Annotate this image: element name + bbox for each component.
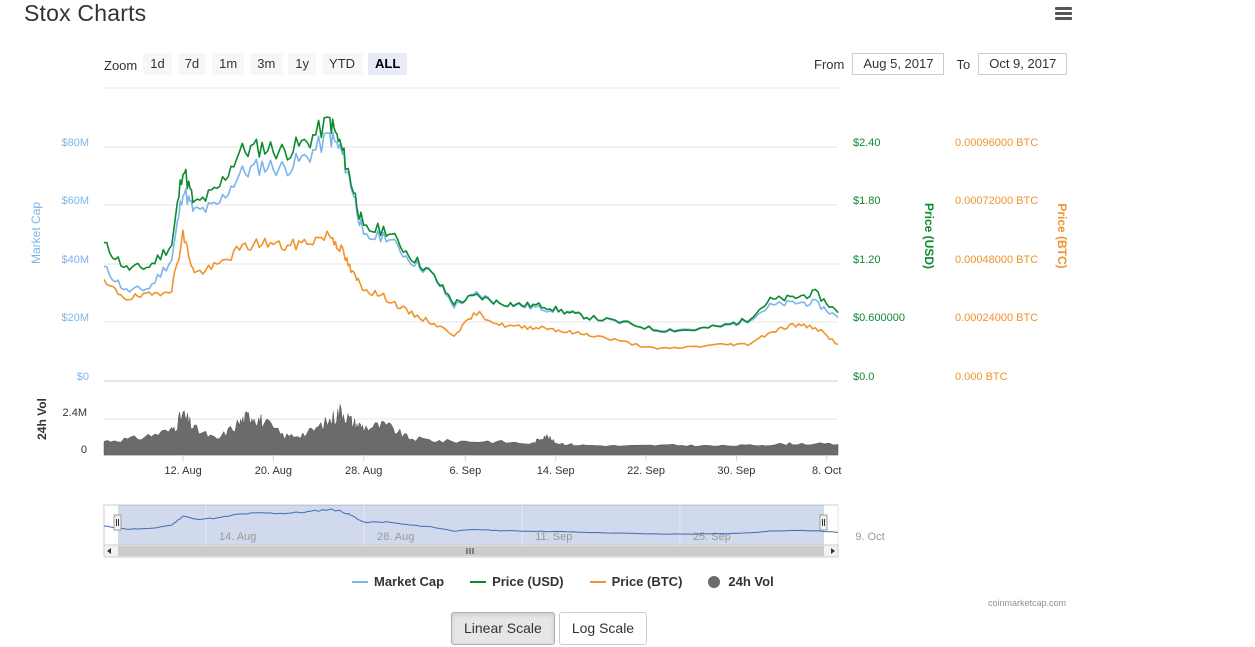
- x-tick-label: 6. Sep: [449, 465, 481, 477]
- market-cap-axis: $0 $20M $40M $60M $80M Market Cap: [29, 137, 89, 383]
- legend-label: 24h Vol: [728, 574, 774, 589]
- zoom-all-button[interactable]: ALL: [368, 53, 408, 75]
- market-cap-tick-label: $20M: [61, 312, 89, 324]
- zoom-1d-button[interactable]: 1d: [143, 53, 172, 75]
- price-btc-tick-label: 0.000 BTC: [955, 371, 1008, 383]
- x-tick-label: 12. Aug: [164, 465, 201, 477]
- scroll-right-arrow-icon[interactable]: [831, 548, 835, 554]
- legend: Market Cap Price (USD) Price (BTC) 24h V…: [352, 574, 800, 589]
- navigator-tick-label: 9. Oct: [855, 531, 884, 543]
- price-usd-tick-label: $0.0: [853, 371, 874, 383]
- zoom-3m-button[interactable]: 3m: [250, 53, 283, 75]
- price-usd-axis-title: Price (USD): [922, 203, 936, 269]
- price-btc-tick-label: 0.00096000 BTC: [955, 137, 1038, 149]
- x-tick-label: 22. Sep: [627, 465, 665, 477]
- legend-label: Market Cap: [374, 574, 445, 589]
- zoom-label: Zoom: [104, 57, 138, 73]
- legend-label: Price (USD): [492, 574, 564, 589]
- x-tick-label: 8. Oct: [812, 465, 841, 477]
- navigator-right-handle[interactable]: [819, 514, 828, 531]
- market-cap-tick-label: $0: [77, 371, 89, 383]
- legend-dot-icon: [708, 575, 721, 588]
- navigator-frame: [103, 504, 839, 546]
- series-price-usd: [103, 116, 839, 333]
- chart-grid: [104, 87, 838, 456]
- price-chart[interactable]: $0 $20M $40M $60M $80M Market Cap $0.0 $0.6000…: [0, 0, 1255, 600]
- price-btc-axis-title: Price (BTC): [1055, 203, 1069, 268]
- navigator-left-handle[interactable]: [113, 514, 122, 531]
- price-btc-tick-label: 0.00072000 BTC: [955, 195, 1038, 207]
- series-24h-vol: [103, 404, 839, 456]
- price-usd-axis: $0.0 $0.600000 $1.20 $1.80 $2.40 Price (USD): [853, 137, 936, 383]
- x-tick-label: 30. Sep: [717, 465, 755, 477]
- volume-tick-label: 0: [81, 444, 87, 456]
- navigator-mask: [118, 505, 824, 545]
- price-usd-tick-label: $2.40: [853, 137, 881, 149]
- zoom-1y-button[interactable]: 1y: [288, 53, 317, 75]
- legend-label: Price (BTC): [611, 574, 683, 589]
- series-market-cap: [103, 131, 839, 332]
- zoom-ytd-button[interactable]: YTD: [322, 53, 363, 75]
- legend-item-price-usd[interactable]: Price (USD): [470, 574, 564, 589]
- scroll-left-arrow-icon[interactable]: [107, 548, 111, 554]
- navigator-tick-label: 11. Sep: [535, 531, 572, 543]
- legend-line-icon: [589, 580, 606, 583]
- price-btc-axis: 0.000 BTC 0.00024000 BTC 0.00048000 BTC 0.0…: [955, 137, 1069, 383]
- navigator-tick-label: 28. Aug: [377, 531, 414, 543]
- price-btc-tick-label: 0.00048000 BTC: [955, 254, 1038, 266]
- legend-item-price-btc[interactable]: Price (BTC): [589, 574, 683, 589]
- from-label: From: [814, 56, 845, 72]
- x-axis: 12. Aug 20. Aug 28. Aug 6. Sep 14. Sep 22. Se…: [164, 455, 841, 477]
- legend-item-24h-vol[interactable]: 24h Vol: [708, 574, 774, 589]
- log-scale-button[interactable]: Log Scale: [558, 612, 648, 645]
- legend-line-icon: [470, 580, 487, 583]
- zoom-7d-button[interactable]: 7d: [177, 53, 207, 75]
- price-btc-tick-label: 0.00024000 BTC: [955, 312, 1038, 324]
- x-tick-label: 28. Aug: [345, 465, 382, 477]
- linear-scale-button[interactable]: Linear Scale: [451, 612, 555, 645]
- x-tick-label: 14. Sep: [537, 465, 575, 477]
- price-usd-tick-label: $0.600000: [853, 312, 905, 324]
- scrollbar-thumb[interactable]: [118, 546, 824, 556]
- navigator-tick-label: 25. Sep: [693, 531, 731, 543]
- market-cap-tick-label: $40M: [61, 254, 89, 266]
- series-price-btc: [103, 229, 839, 350]
- legend-line-icon: [352, 580, 368, 583]
- zoom-bar: Zoom 1d 7d 1m 3m 1y YTD ALL: [104, 53, 413, 75]
- price-usd-tick-label: $1.80: [853, 195, 881, 207]
- x-tick-label: 20. Aug: [255, 465, 292, 477]
- market-cap-axis-title: Market Cap: [29, 202, 43, 264]
- date-range: From Aug 5, 2017 To Oct 9, 2017: [814, 53, 1079, 75]
- volume-axis: 0 2.4M 24h Vol: [35, 398, 87, 456]
- navigator-series-line: [103, 508, 839, 535]
- credit-link[interactable]: coinmarketcap.com: [988, 598, 1067, 608]
- legend-item-market-cap[interactable]: Market Cap: [352, 574, 444, 589]
- to-label: To: [956, 56, 971, 72]
- navigator-tick-label: 14. Aug: [219, 531, 256, 543]
- market-cap-tick-label: $80M: [61, 137, 89, 149]
- volume-axis-title: 24h Vol: [35, 398, 49, 440]
- price-usd-tick-label: $1.20: [853, 254, 881, 266]
- to-date-input[interactable]: Oct 9, 2017: [978, 53, 1068, 75]
- volume-tick-label: 2.4M: [63, 407, 87, 419]
- series-layer: [103, 116, 839, 456]
- market-cap-tick-label: $60M: [61, 195, 89, 207]
- page-title: Stox Charts: [24, 0, 147, 26]
- from-date-input[interactable]: Aug 5, 2017: [852, 53, 945, 75]
- navigator[interactable]: 14. Aug 28. Aug 11. Sep 25. Sep 9. Oct: [103, 504, 885, 558]
- zoom-1m-button[interactable]: 1m: [212, 53, 245, 75]
- menu-icon[interactable]: [1055, 7, 1072, 21]
- scale-buttons: Linear Scale Log Scale: [451, 612, 651, 645]
